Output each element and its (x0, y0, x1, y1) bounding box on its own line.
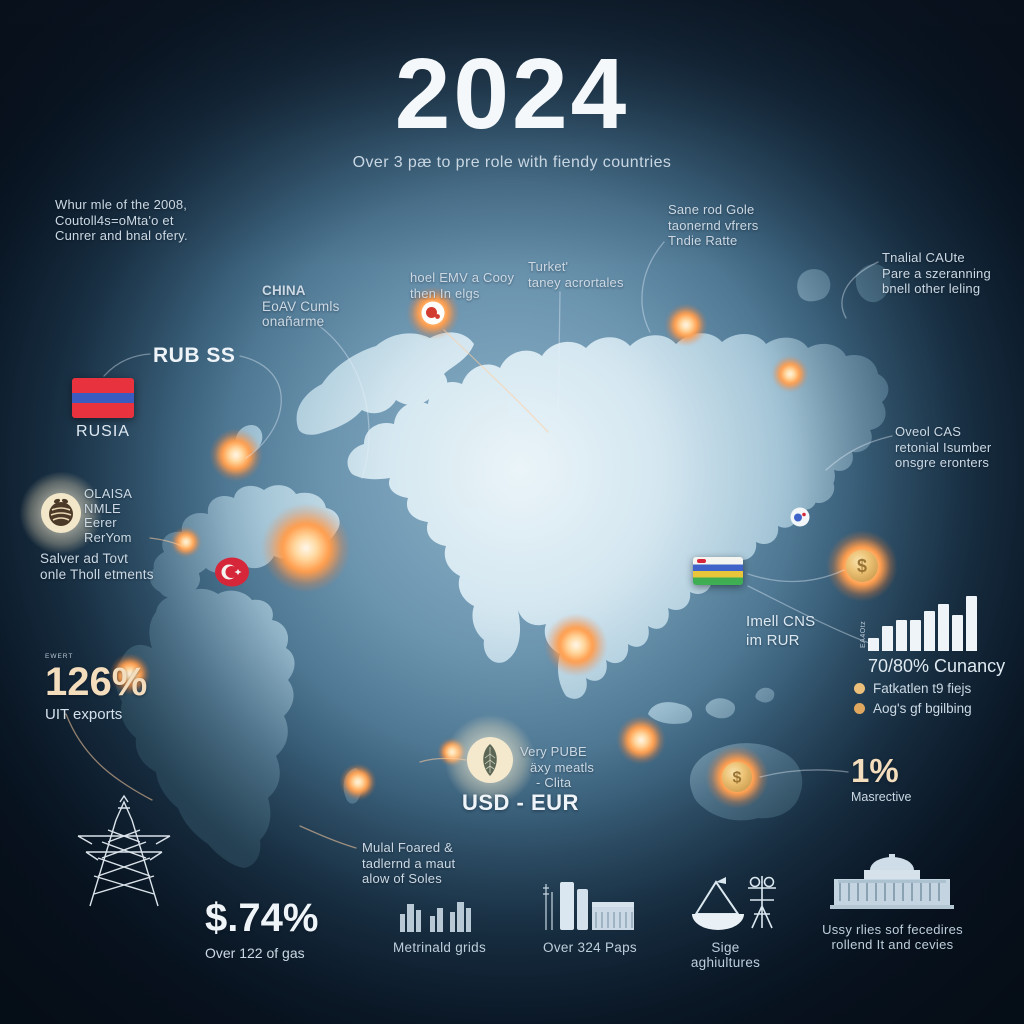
cns-flag (693, 557, 743, 585)
russia-flag-label: RUSIA (76, 423, 130, 440)
exports-value: 126% (45, 660, 148, 704)
chart-bar (952, 615, 963, 651)
exports-stat: EWERT 126% UIT exports (45, 653, 147, 723)
title-subtitle: Over 3 pæ to pre role with fiendy countr… (352, 154, 672, 171)
annotation-top-left: Whur mle of the 2008, Coutoll4s=oMta'o e… (55, 197, 188, 243)
chart-bar (896, 620, 907, 651)
annotation-china: CHINA EoAV Cumls onañarme (262, 283, 340, 329)
annotation-right-upper: Tnalial CAUte Pare a szeranning bnell ot… (882, 250, 991, 296)
agri-caption: Sige aghiultures (690, 940, 761, 970)
cns-flag-emblem (697, 558, 706, 563)
exports-tiny-label: EWERT (45, 653, 74, 660)
services-caption: Ussy rlies sof fecedires rollend It and … (822, 922, 963, 952)
chart-caption: 70/80% Cunancy (868, 656, 1006, 676)
legend-label: Fatkatlen t9 fiejs (873, 681, 972, 696)
one-pct-label: Masrective (851, 790, 912, 804)
annotation-cns: Imell CNS im RUR (746, 613, 816, 649)
gas-value: $.74% (205, 896, 319, 940)
annotation-pube: Very PUBE äxy meatls - Clita (520, 744, 595, 790)
usd-eur-label: USD - EUR (462, 790, 579, 815)
paps-caption: Over 324 Paps (543, 940, 637, 955)
grids-caption: Metrinald grids (392, 940, 487, 955)
one-pct-stat: 1% Masrective (851, 752, 911, 804)
legend-dot (854, 683, 865, 694)
chart-legend-item: Aog's gf bgilbing (854, 701, 972, 716)
gas-stat: $.74% Over 122 of gas (205, 896, 318, 961)
title-block: 2024 Over 3 pæ to pre role with fiendy c… (0, 44, 1024, 172)
chart-legend-item: Fatkatlen t9 fiejs (854, 681, 971, 696)
legend-dot (854, 703, 865, 714)
one-pct-value: 1% (851, 752, 899, 789)
chart-bar (924, 611, 935, 651)
annotation-turkey: Turket' taney acrortales (528, 259, 624, 290)
annotation-olaisa: OLAISA NMLE Eerer RerYom (84, 486, 133, 545)
chart-bar (868, 638, 879, 651)
annotation-center-icon: hoel EMV a Cooy then In elgs (410, 270, 515, 301)
rub-label: RUB SS (153, 344, 236, 367)
chart-bar (966, 596, 977, 651)
chart-bar (882, 626, 893, 651)
chart-axis-label: EA4Otz (860, 620, 867, 648)
chart-bar (938, 604, 949, 651)
annotation-mulal: Mulal Foared & tadlernd a maut alow of S… (362, 840, 456, 886)
annotation-right-mid: Oveol CAS retonial Isumber onsgre eronte… (895, 424, 992, 470)
exports-label: UIT exports (45, 706, 123, 723)
title-year: 2024 (394, 38, 630, 150)
legend-label: Aog's gf bgilbing (873, 701, 972, 716)
currency-bar-chart (868, 596, 984, 651)
annotation-silver: Salver ad Tovt onle Tholl etments (40, 551, 154, 582)
chart-bar (910, 620, 921, 651)
russia-flag (72, 378, 134, 418)
annotation-top-right: Sane rod Gole taonernd vfrers Tndie Ratt… (668, 202, 759, 248)
gas-label: Over 122 of gas (205, 945, 305, 961)
